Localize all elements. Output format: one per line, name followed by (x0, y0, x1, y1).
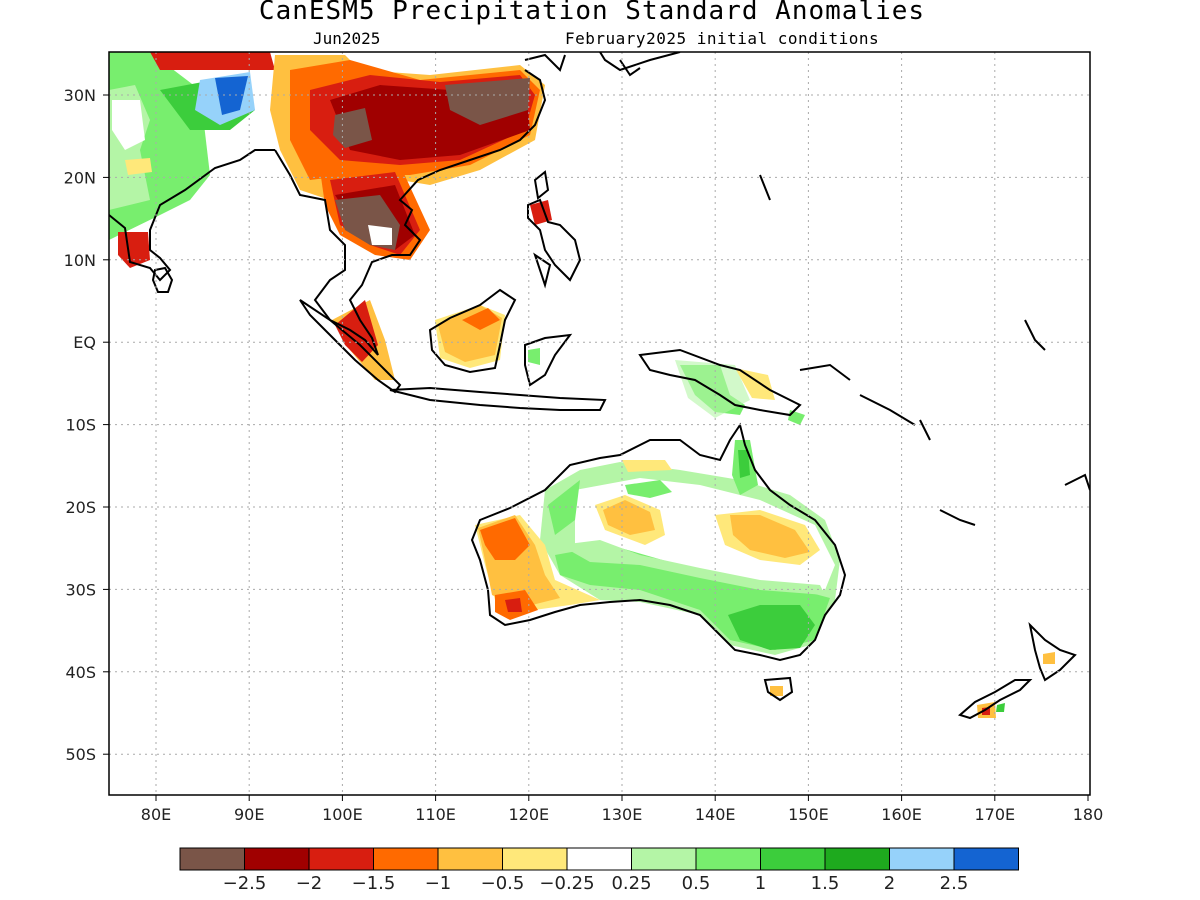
lat-tick-label: 40S (65, 663, 96, 682)
colorbar-swatch (953, 847, 1019, 871)
nt-green-spot (625, 480, 672, 498)
colorbar-label: 0.25 (611, 873, 651, 894)
nz-north-orange (1043, 652, 1055, 664)
lat-tick-label: 10S (65, 416, 96, 435)
lon-tick-label: 100E (322, 805, 363, 824)
colorbar-swatch (308, 847, 374, 871)
coastlines (109, 52, 1090, 720)
map-title: CanESM5 Precipitation Standard Anomalies (258, 0, 926, 26)
korea-japan (524, 52, 681, 77)
sulawesi (524, 333, 573, 387)
pacific-islands (759, 174, 1090, 526)
colorbar: −2.5 −2 −1.5 −1 −0.5 −0.25 0.25 0.5 1 1.5 2 2.5 (179, 847, 1019, 894)
australia-lightgreen-band (560, 540, 825, 595)
lon-tick-label: 80E (141, 805, 171, 824)
cape-york-strong (738, 450, 750, 478)
sri-lanka (151, 266, 174, 293)
colorbar-swatch (631, 847, 697, 871)
se-australia-strong (728, 605, 815, 650)
colorbar-label: −2 (296, 873, 323, 894)
new-zealand (957, 621, 1077, 720)
colorbar-label: 1 (755, 873, 766, 894)
india-coast (109, 149, 275, 282)
png-islands (799, 363, 916, 426)
new-guinea (638, 348, 802, 417)
colorbar-label: 0.5 (682, 873, 711, 894)
lat-tick-label: 20S (65, 498, 96, 517)
lon-tick-label: 160E (881, 805, 922, 824)
north-australia-orange (603, 500, 655, 535)
colorbar-swatch (373, 847, 439, 871)
lon-tick-label: 130E (602, 805, 643, 824)
colorbar-label: 1.5 (811, 873, 840, 894)
longitude-ticks: 80E 90E 100E 110E 120E 130E 140E 150E 160E 170E 18… (141, 795, 1104, 824)
colorbar-label: −1 (425, 873, 452, 894)
australia (470, 422, 847, 662)
colorbar-swatch (244, 847, 310, 871)
china-brown-east (445, 78, 530, 125)
map-frame (108, 51, 1091, 796)
nz-south-green (996, 703, 1005, 712)
colorbar-label: 2 (884, 873, 895, 894)
sumatra-red (335, 300, 378, 362)
forecast-month: Jun2025 (313, 29, 381, 48)
india-yellow-spot (125, 158, 152, 175)
colorbar-label: −0.25 (539, 873, 594, 894)
sw-wa-red (505, 598, 522, 612)
colorbar-swatch (566, 847, 632, 871)
wa-darkorange (480, 518, 530, 560)
colorbar-swatch (760, 847, 826, 871)
lon-tick-label: 140E (695, 805, 736, 824)
colorbar-swatch (437, 847, 503, 871)
colorbar-label: −0.5 (481, 873, 525, 894)
borneo-darkorange (462, 308, 500, 330)
lat-tick-label: 20N (64, 168, 96, 187)
lat-tick-label: 30S (65, 580, 96, 599)
lon-tick-label: 150E (788, 805, 829, 824)
wa-green (548, 480, 580, 535)
lon-tick-label: 120E (508, 805, 549, 824)
tasmania (763, 676, 794, 702)
png-yellow (735, 368, 775, 400)
lat-tick-label: EQ (73, 333, 96, 352)
colorbar-swatch (695, 847, 761, 871)
graticule (109, 52, 1090, 795)
latitude-ticks: 30N 20N 10N EQ 10S 20S 30S 40S 50S (64, 86, 109, 764)
lon-tick-label: 110E (415, 805, 456, 824)
colorbar-swatch (179, 847, 245, 871)
sulawesi-green (528, 348, 540, 365)
taiwan (533, 170, 550, 200)
ne-australia-orange (730, 515, 810, 558)
lon-tick-label: 170E (974, 805, 1015, 824)
colorbar-label: −1.5 (352, 873, 396, 894)
lon-tick-label: 90E (234, 805, 264, 824)
lat-tick-label: 10N (64, 251, 96, 270)
lon-tick-label: 180 (1073, 805, 1104, 824)
lat-tick-label: 50S (65, 745, 96, 764)
colorbar-label: −2.5 (223, 873, 267, 894)
top-end-yellow (622, 460, 672, 472)
colorbar-swatch (824, 847, 890, 871)
colorbar-label: 2.5 (940, 873, 969, 894)
borneo (428, 288, 517, 374)
asia-east-coast (274, 69, 547, 356)
colorbar-swatch (889, 847, 955, 871)
initial-conditions-label: February2025 initial conditions (565, 29, 880, 48)
tibet-dark-blue (215, 76, 248, 115)
india-white-patch (112, 100, 145, 150)
gulf-white-patch (368, 225, 392, 245)
png-green-east (788, 410, 805, 425)
lat-tick-label: 30N (64, 86, 96, 105)
tasmania-yellow (770, 686, 783, 696)
north-india-negative (150, 52, 275, 70)
colorbar-swatch (502, 847, 568, 871)
anomaly-shading (109, 52, 1055, 718)
java (389, 386, 607, 411)
